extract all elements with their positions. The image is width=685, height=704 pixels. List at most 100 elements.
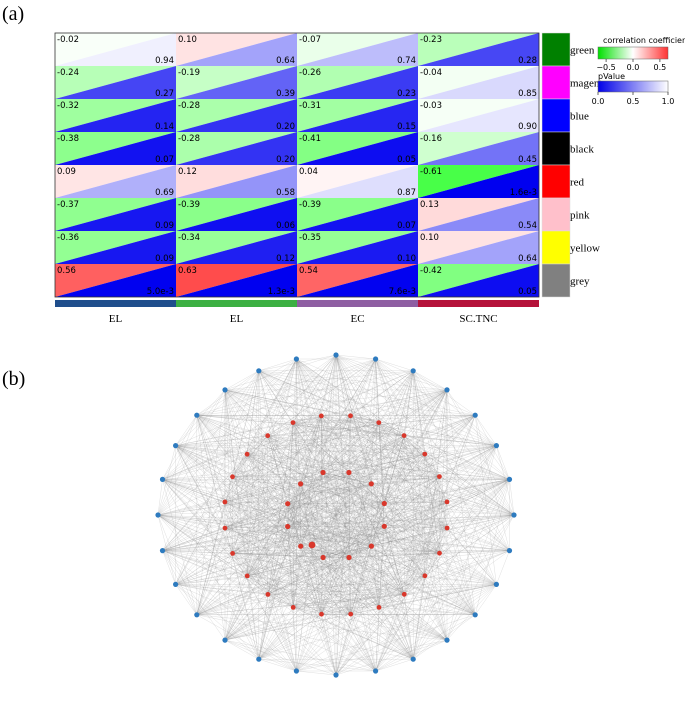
- network-edge: [267, 422, 294, 595]
- correlation-value: 0.56: [57, 266, 76, 276]
- network-edge: [157, 514, 297, 672]
- network-edge: [196, 389, 448, 615]
- network-edge: [247, 454, 350, 558]
- network-edge: [292, 422, 350, 558]
- network-edge: [247, 454, 405, 595]
- pvalue-triangle: [418, 33, 539, 66]
- outer-gene-node: [293, 356, 299, 362]
- network-edge: [258, 483, 301, 660]
- network-edge: [157, 514, 226, 529]
- network-edge: [403, 435, 448, 641]
- network-edge: [424, 454, 440, 477]
- network-edge: [292, 422, 448, 503]
- network-edge: [246, 454, 322, 615]
- network-edge: [232, 476, 476, 615]
- network-edge: [447, 527, 510, 551]
- network-edge: [267, 483, 372, 595]
- hub-gene-node: [376, 420, 382, 425]
- pvalue-label: 0.45: [518, 155, 537, 165]
- network-edge: [323, 526, 385, 558]
- network-edge: [404, 476, 440, 595]
- network-edge: [350, 614, 376, 672]
- network-edge: [321, 415, 372, 484]
- correlation-value: -0.26: [299, 68, 321, 78]
- network-edge: [232, 476, 405, 595]
- network-edge: [162, 389, 226, 480]
- network-edge: [232, 553, 324, 558]
- network-edge: [296, 358, 405, 436]
- pvalue-triangle: [418, 264, 539, 297]
- network-edge: [446, 501, 510, 551]
- outer-gene-node: [222, 637, 228, 643]
- network-edge: [267, 415, 476, 595]
- network-edge: [424, 454, 440, 554]
- network-edge: [446, 501, 497, 585]
- module-label: green: [570, 45, 595, 57]
- hub-gene-node: [376, 605, 382, 610]
- pvalue-label: 0.64: [518, 254, 537, 264]
- network-edge: [175, 476, 440, 585]
- pvalue-triangle: [176, 264, 297, 297]
- network-edge: [296, 358, 476, 615]
- network-edge: [247, 503, 385, 577]
- network-edge: [162, 479, 197, 615]
- network-edge: [496, 550, 510, 585]
- network-edge: [258, 607, 380, 660]
- network-edge: [267, 557, 350, 595]
- network-edge: [232, 553, 448, 641]
- network-edge: [157, 514, 197, 615]
- network-edge: [292, 422, 510, 551]
- network-edge: [296, 358, 510, 551]
- network-edge: [157, 514, 448, 641]
- pvalue-label: 0.07: [155, 155, 174, 165]
- network-edge: [224, 501, 448, 641]
- network-edge: [224, 389, 324, 558]
- pvalue-label: 0.12: [276, 254, 295, 264]
- network-edge: [196, 472, 324, 615]
- network-edge: [224, 389, 248, 455]
- network-edge: [162, 422, 379, 480]
- network-edge: [196, 415, 380, 608]
- pvalue-label: 0.07: [397, 221, 416, 231]
- heatmap-cell: -0.38 0.07: [55, 132, 176, 165]
- network-edge: [224, 639, 297, 672]
- network-edge: [224, 501, 269, 595]
- correlation-value: -0.39: [178, 200, 200, 210]
- outer-gene-node: [444, 637, 450, 643]
- network-edge: [196, 553, 440, 615]
- network-edge: [162, 479, 294, 608]
- network-edge: [267, 435, 372, 547]
- network-edge: [322, 389, 448, 558]
- hub-gene-node: [285, 501, 291, 507]
- network-edge: [196, 415, 294, 423]
- network-edge: [232, 435, 268, 477]
- network-edge: [162, 550, 337, 676]
- pvalue-triangle: [176, 66, 297, 99]
- network-edge: [258, 607, 294, 660]
- network-edge: [321, 415, 440, 477]
- network-edge: [321, 415, 426, 576]
- network-edge: [375, 553, 440, 672]
- network-edge: [335, 354, 476, 615]
- network-edge: [246, 454, 337, 676]
- network-edge: [224, 483, 301, 503]
- network-edge: [300, 483, 324, 558]
- network-edge: [293, 584, 497, 608]
- network-edge: [384, 501, 448, 504]
- network-edge: [300, 483, 405, 595]
- network-edge: [162, 370, 259, 551]
- network-edge: [323, 557, 414, 660]
- network-edge: [413, 370, 440, 477]
- module-label: pink: [570, 210, 590, 222]
- network-edge: [350, 483, 372, 615]
- network-edge: [258, 584, 497, 660]
- network-edge: [384, 526, 425, 576]
- pvalue-triangle: [418, 231, 539, 264]
- network-edge: [175, 445, 233, 554]
- network-edge: [157, 514, 288, 527]
- network-edge: [378, 422, 426, 576]
- network-edge: [258, 501, 448, 660]
- network-edge: [424, 575, 497, 585]
- heatmap-cell: -0.34 0.12: [176, 231, 297, 264]
- network-edge: [348, 435, 405, 473]
